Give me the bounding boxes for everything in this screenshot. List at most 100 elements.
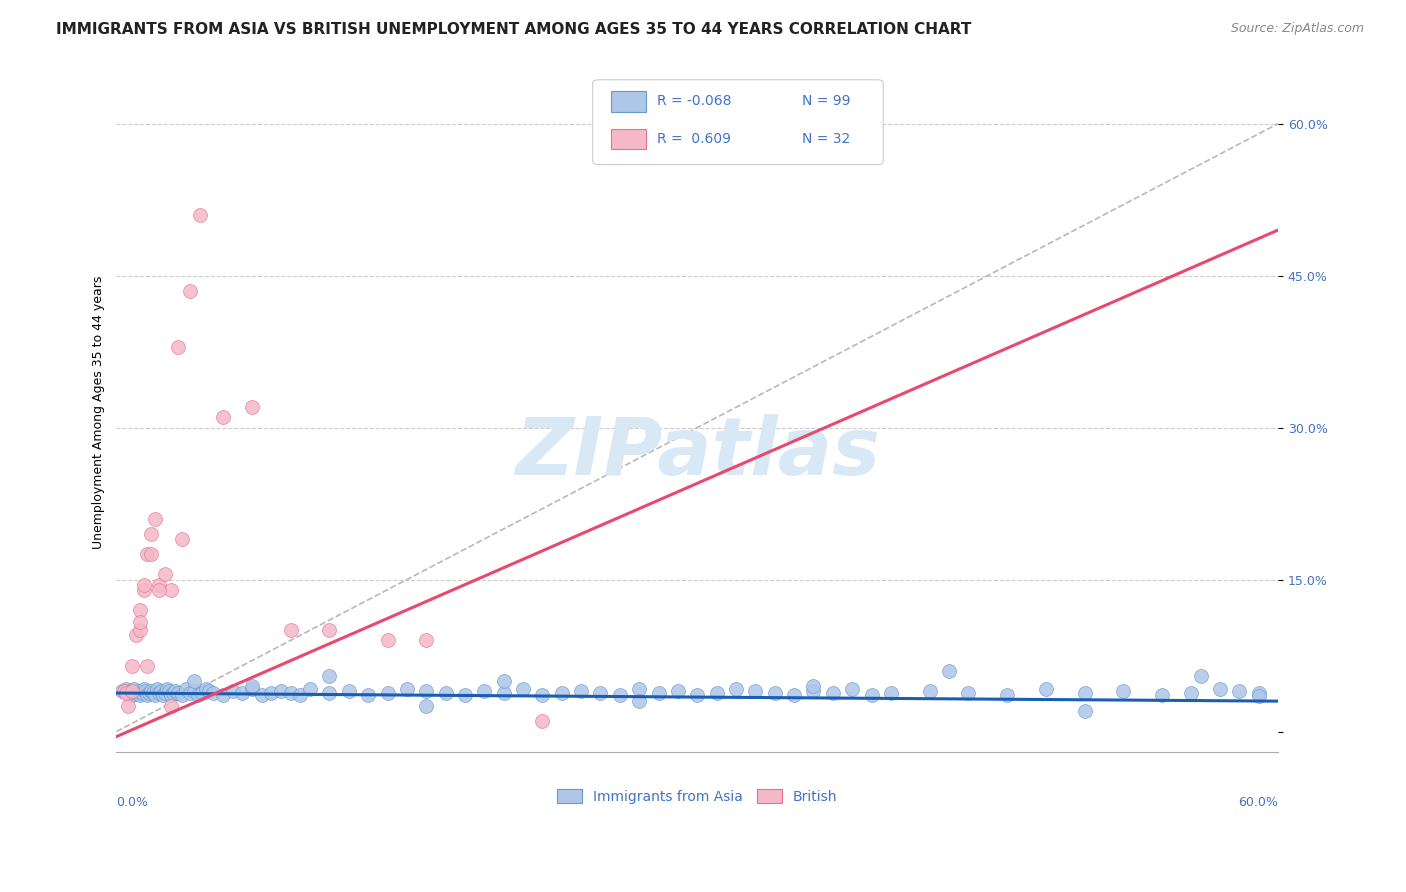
Point <box>1035 681 1057 696</box>
Point <box>115 681 138 696</box>
Point <box>395 681 418 696</box>
Point <box>212 410 235 425</box>
Point <box>918 684 941 698</box>
Point <box>666 684 689 698</box>
Point <box>415 684 437 698</box>
Point <box>152 688 174 702</box>
Point <box>377 686 399 700</box>
Point <box>531 688 554 702</box>
Text: 60.0%: 60.0% <box>1239 796 1278 809</box>
Point <box>122 681 145 696</box>
Point <box>1209 681 1232 696</box>
Point <box>415 699 437 714</box>
Point <box>744 684 766 698</box>
Point <box>783 688 806 702</box>
Point <box>134 684 156 698</box>
Point <box>141 684 163 698</box>
Point <box>551 686 574 700</box>
Point <box>1180 686 1202 700</box>
Text: 0.0%: 0.0% <box>117 796 149 809</box>
Point <box>128 624 150 638</box>
Point <box>141 527 163 541</box>
Text: N = 99: N = 99 <box>801 95 851 109</box>
Point <box>357 688 380 702</box>
Point <box>880 686 903 700</box>
Point <box>318 624 340 638</box>
Point <box>1073 686 1095 700</box>
Point <box>156 681 179 696</box>
Point <box>159 688 181 702</box>
Point <box>148 577 170 591</box>
Point <box>136 688 159 702</box>
Point <box>198 684 221 698</box>
FancyBboxPatch shape <box>593 79 883 165</box>
Point <box>841 681 863 696</box>
Point <box>117 699 139 714</box>
Point <box>117 686 139 700</box>
Point <box>143 688 166 702</box>
Point <box>118 684 141 698</box>
Point <box>454 688 477 702</box>
Point <box>136 547 159 561</box>
Point <box>179 284 201 298</box>
Point <box>415 633 437 648</box>
Point <box>1247 689 1270 703</box>
Point <box>121 684 143 698</box>
Point <box>492 673 515 688</box>
Point <box>138 686 160 700</box>
Text: R = -0.068: R = -0.068 <box>657 95 731 109</box>
Point <box>1189 669 1212 683</box>
Point <box>190 686 212 700</box>
Point <box>202 686 225 700</box>
Point <box>167 339 190 353</box>
Point <box>125 686 148 700</box>
Point <box>280 624 302 638</box>
Point <box>647 686 669 700</box>
Point <box>609 688 631 702</box>
Point <box>803 684 825 698</box>
Text: IMMIGRANTS FROM ASIA VS BRITISH UNEMPLOYMENT AMONG AGES 35 TO 44 YEARS CORRELATI: IMMIGRANTS FROM ASIA VS BRITISH UNEMPLOY… <box>56 22 972 37</box>
Point <box>337 684 360 698</box>
Point <box>512 681 534 696</box>
Point <box>153 567 176 582</box>
Point <box>686 688 709 702</box>
Point <box>1150 688 1173 702</box>
Point <box>706 686 728 700</box>
Text: Source: ZipAtlas.com: Source: ZipAtlas.com <box>1230 22 1364 36</box>
Point <box>280 686 302 700</box>
Point <box>240 681 263 696</box>
Point <box>153 686 176 700</box>
Point <box>589 686 612 700</box>
Point <box>146 681 169 696</box>
Point <box>149 684 172 698</box>
Point <box>763 686 786 700</box>
Point <box>240 401 263 415</box>
Point <box>299 681 322 696</box>
Point <box>194 681 217 696</box>
Point <box>628 694 651 708</box>
Point <box>860 688 883 702</box>
Point <box>148 582 170 597</box>
Point <box>159 699 181 714</box>
Point <box>163 684 186 698</box>
Point <box>1073 704 1095 718</box>
Point <box>221 684 243 698</box>
Point <box>957 686 980 700</box>
Point <box>148 686 170 700</box>
Point <box>179 686 201 700</box>
Point <box>167 686 190 700</box>
Point <box>132 582 155 597</box>
Point <box>531 714 554 729</box>
Point <box>132 681 155 696</box>
Point <box>803 679 825 693</box>
Point <box>472 684 495 698</box>
Point <box>187 688 209 702</box>
Point <box>290 688 312 702</box>
Legend: Immigrants from Asia, British: Immigrants from Asia, British <box>551 783 844 809</box>
Point <box>136 658 159 673</box>
Text: ZIPatlas: ZIPatlas <box>515 414 880 492</box>
Point <box>159 582 181 597</box>
Point <box>212 688 235 702</box>
Text: N = 32: N = 32 <box>801 132 851 145</box>
Text: R =  0.609: R = 0.609 <box>657 132 731 145</box>
